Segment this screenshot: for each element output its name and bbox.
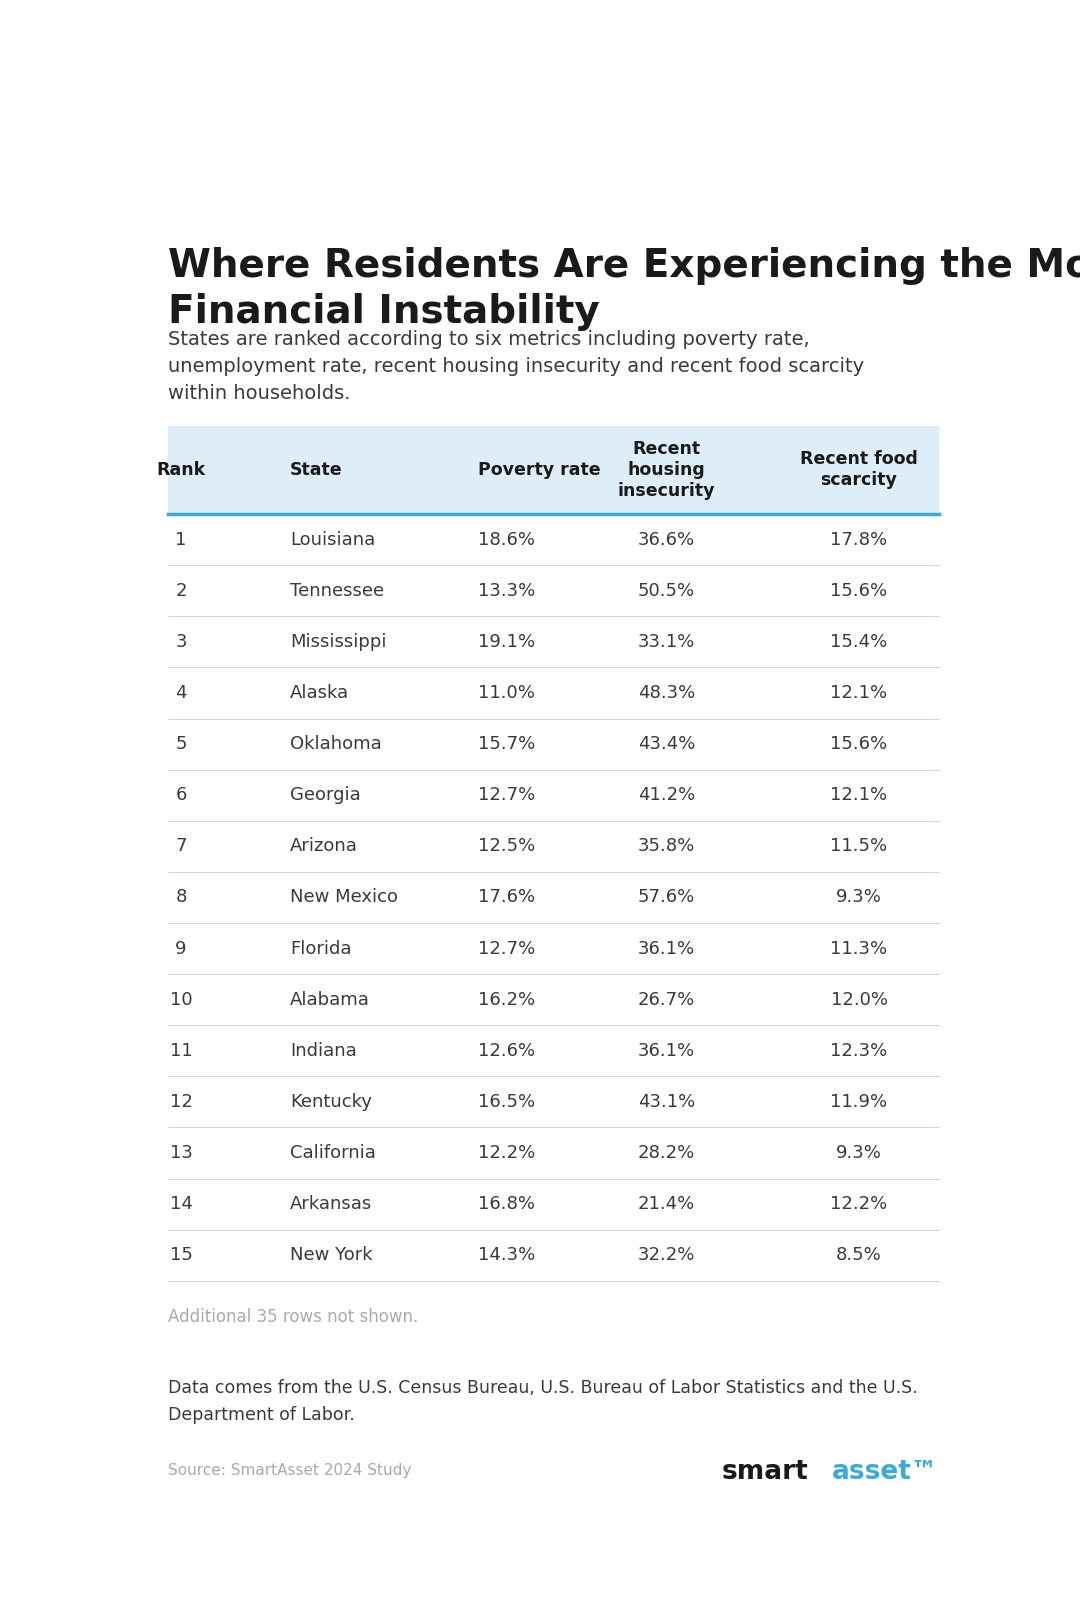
Text: smart: smart [723,1459,809,1485]
Text: 12.5%: 12.5% [478,837,536,855]
Text: Alabama: Alabama [289,991,369,1008]
Text: 33.1%: 33.1% [638,633,696,650]
Text: 16.2%: 16.2% [478,991,536,1008]
Text: 13.3%: 13.3% [478,582,536,599]
Text: Where Residents Are Experiencing the Most
Financial Instability: Where Residents Are Experiencing the Mos… [168,248,1080,331]
Text: 48.3%: 48.3% [638,684,696,702]
Text: 5: 5 [175,735,187,753]
Text: Recent
housing
insecurity: Recent housing insecurity [618,439,715,500]
Text: Florida: Florida [289,940,351,957]
Text: 43.4%: 43.4% [638,735,696,753]
Text: 35.8%: 35.8% [638,837,696,855]
Bar [168,425,939,515]
Text: 11.3%: 11.3% [831,940,888,957]
Text: 13: 13 [170,1144,192,1162]
Text: 26.7%: 26.7% [638,991,696,1008]
Text: California: California [289,1144,376,1162]
Text: 15.6%: 15.6% [831,582,888,599]
Text: 17.8%: 17.8% [831,531,888,548]
Text: 10: 10 [170,991,192,1008]
Text: Rank: Rank [157,460,205,479]
Text: 41.2%: 41.2% [638,786,696,804]
Text: 7: 7 [175,837,187,855]
Text: 43.1%: 43.1% [638,1093,696,1111]
Text: 12.7%: 12.7% [478,786,536,804]
Text: asset™: asset™ [833,1459,939,1485]
Text: 12.2%: 12.2% [478,1144,536,1162]
Text: Georgia: Georgia [289,786,361,804]
Text: Additional 35 rows not shown.: Additional 35 rows not shown. [168,1307,419,1326]
Text: 36.1%: 36.1% [638,1042,696,1059]
Text: 15.7%: 15.7% [478,735,536,753]
Text: Kentucky: Kentucky [289,1093,372,1111]
Text: 16.8%: 16.8% [478,1195,536,1213]
Text: 12.1%: 12.1% [831,786,888,804]
Text: 12.3%: 12.3% [831,1042,888,1059]
Text: 9: 9 [175,940,187,957]
Text: 21.4%: 21.4% [638,1195,696,1213]
Text: 11.5%: 11.5% [831,837,888,855]
Text: 9.3%: 9.3% [836,888,882,906]
Text: 11.0%: 11.0% [478,684,535,702]
Text: New York: New York [289,1246,373,1264]
Text: Oklahoma: Oklahoma [289,735,381,753]
Text: 14: 14 [170,1195,192,1213]
Text: 36.1%: 36.1% [638,940,696,957]
Text: 11: 11 [170,1042,192,1059]
Text: Mississippi: Mississippi [289,633,387,650]
Text: 3: 3 [175,633,187,650]
Text: 57.6%: 57.6% [638,888,696,906]
Text: 9.3%: 9.3% [836,1144,882,1162]
Text: 19.1%: 19.1% [478,633,536,650]
Text: 11.9%: 11.9% [831,1093,888,1111]
Text: New Mexico: New Mexico [289,888,397,906]
Text: Data comes from the U.S. Census Bureau, U.S. Bureau of Labor Statistics and the : Data comes from the U.S. Census Bureau, … [168,1379,918,1424]
Text: 1: 1 [175,531,187,548]
Text: 4: 4 [175,684,187,702]
Text: 2: 2 [175,582,187,599]
Text: 16.5%: 16.5% [478,1093,536,1111]
Text: Recent food
scarcity: Recent food scarcity [800,451,918,489]
Text: 8.5%: 8.5% [836,1246,882,1264]
Text: 12.6%: 12.6% [478,1042,536,1059]
Text: 32.2%: 32.2% [638,1246,696,1264]
Text: Tennessee: Tennessee [289,582,384,599]
Text: 28.2%: 28.2% [638,1144,696,1162]
Text: Louisiana: Louisiana [289,531,375,548]
Text: 15.4%: 15.4% [831,633,888,650]
Text: 18.6%: 18.6% [478,531,536,548]
Text: 8: 8 [175,888,187,906]
Text: State: State [289,460,342,479]
Text: 36.6%: 36.6% [638,531,696,548]
Text: Arizona: Arizona [289,837,357,855]
Text: Alaska: Alaska [289,684,349,702]
Text: 15: 15 [170,1246,192,1264]
Text: Indiana: Indiana [289,1042,356,1059]
Text: Poverty rate: Poverty rate [478,460,600,479]
Text: 6: 6 [175,786,187,804]
Text: 12.1%: 12.1% [831,684,888,702]
Text: 17.6%: 17.6% [478,888,536,906]
Text: 15.6%: 15.6% [831,735,888,753]
Text: States are ranked according to six metrics including poverty rate,
unemployment : States are ranked according to six metri… [168,329,865,403]
Text: 14.3%: 14.3% [478,1246,536,1264]
Text: 12: 12 [170,1093,192,1111]
Text: 12.2%: 12.2% [831,1195,888,1213]
Text: 50.5%: 50.5% [638,582,696,599]
Text: 12.0%: 12.0% [831,991,888,1008]
Text: Arkansas: Arkansas [289,1195,373,1213]
Text: 12.7%: 12.7% [478,940,536,957]
Text: Source: SmartAsset 2024 Study: Source: SmartAsset 2024 Study [168,1462,411,1478]
